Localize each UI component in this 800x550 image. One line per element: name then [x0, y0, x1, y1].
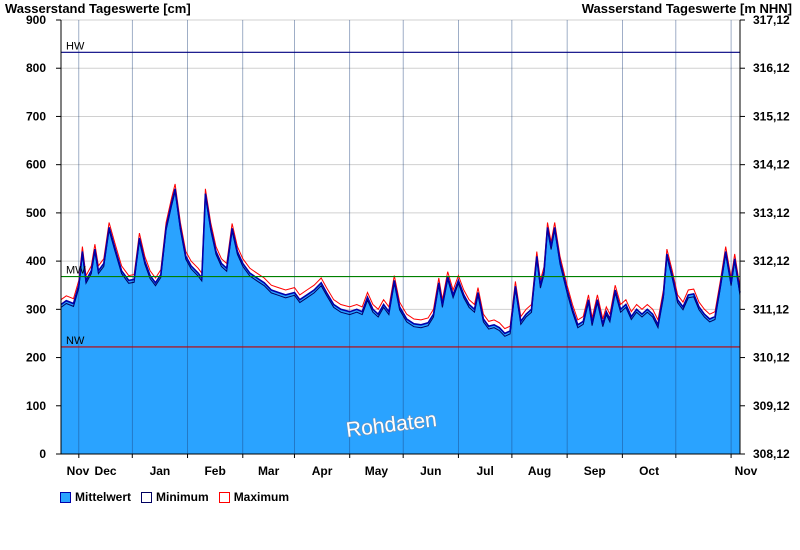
x-tick-label: Apr — [312, 464, 333, 478]
legend-label-mean: Mittelwert — [75, 490, 132, 504]
series-area — [61, 188, 740, 455]
month-separators — [78, 20, 732, 454]
legend-swatch-max — [218, 491, 230, 503]
legend-swatch-mean — [60, 491, 71, 503]
x-tick-label: Jul — [476, 464, 493, 478]
y2-tick-label: 317,12 — [753, 13, 790, 27]
x-tick-label: Jan — [150, 464, 171, 478]
right-axis-title: Wasserstand Tageswerte [m NHN] — [581, 1, 792, 16]
y2-tick-label: 315,12 — [753, 109, 790, 123]
y2-tick-label: 309,12 — [753, 399, 790, 413]
y2-tick-label: 312,12 — [753, 254, 790, 268]
reference-label-mw: MW — [66, 265, 86, 277]
y2-tick-label: 308,12 — [753, 447, 790, 461]
x-tick-label: Sep — [584, 464, 606, 478]
x-tick-label: Aug — [528, 464, 551, 478]
y-tick-label: 600 — [26, 158, 46, 172]
x-tick-label: Oct — [639, 464, 659, 478]
reference-label-hw: HW — [66, 40, 85, 52]
legend-item-max: Maximum — [218, 490, 290, 504]
y2-tick-label: 313,12 — [753, 206, 790, 220]
x-tick-label: Nov — [735, 464, 758, 478]
x-tick-label: Mar — [258, 464, 280, 478]
y-tick-label: 0 — [39, 447, 46, 461]
water-level-chart: HW MW NW 0 308,12 100 309,12 200 310,12 300 311,1… — [26, 13, 790, 478]
legend-label-max: Maximum — [233, 490, 290, 504]
legend-item-mean: Mittelwert — [60, 490, 131, 504]
maximum-line — [60, 183, 741, 330]
mean-area — [61, 188, 740, 455]
y2-tick-label: 311,12 — [753, 302, 789, 316]
y-tick-label: 300 — [26, 302, 46, 316]
mean-line — [60, 188, 741, 335]
legend-swatch-min — [141, 491, 153, 503]
left-axis-title: Wasserstand Tageswerte [cm] — [5, 1, 191, 16]
y-tick-label: 500 — [26, 206, 46, 220]
y2-tick-label: 314,12 — [753, 158, 790, 172]
y-tick-label: 400 — [26, 254, 46, 268]
y-tick-label: 800 — [26, 61, 46, 75]
x-tick-label: May — [365, 464, 389, 478]
reference-label-nw: NW — [66, 335, 85, 347]
legend-item-min: Minimum — [141, 490, 209, 504]
y2-tick-label: 310,12 — [753, 351, 790, 365]
y-tick-label: 700 — [26, 109, 46, 123]
y-tick-label: 900 — [26, 13, 46, 27]
x-tick-label: Feb — [204, 464, 225, 478]
reference-lines: HW MW NW — [61, 40, 740, 348]
x-tick-label: Dec — [95, 464, 117, 478]
y2-tick-label: 316,12 — [753, 61, 790, 75]
x-tick-label: Jun — [420, 464, 441, 478]
series-lines — [60, 183, 741, 337]
y-tick-label: 100 — [26, 399, 46, 413]
legend: Mittelwert Minimum Maximum — [60, 490, 289, 504]
y-tick-label: 200 — [26, 351, 46, 365]
legend-label-min: Minimum — [156, 490, 209, 504]
axes: 0 308,12 100 309,12 200 310,12 300 311,12 400 312… — [26, 13, 790, 478]
x-tick-label: Nov — [67, 464, 90, 478]
